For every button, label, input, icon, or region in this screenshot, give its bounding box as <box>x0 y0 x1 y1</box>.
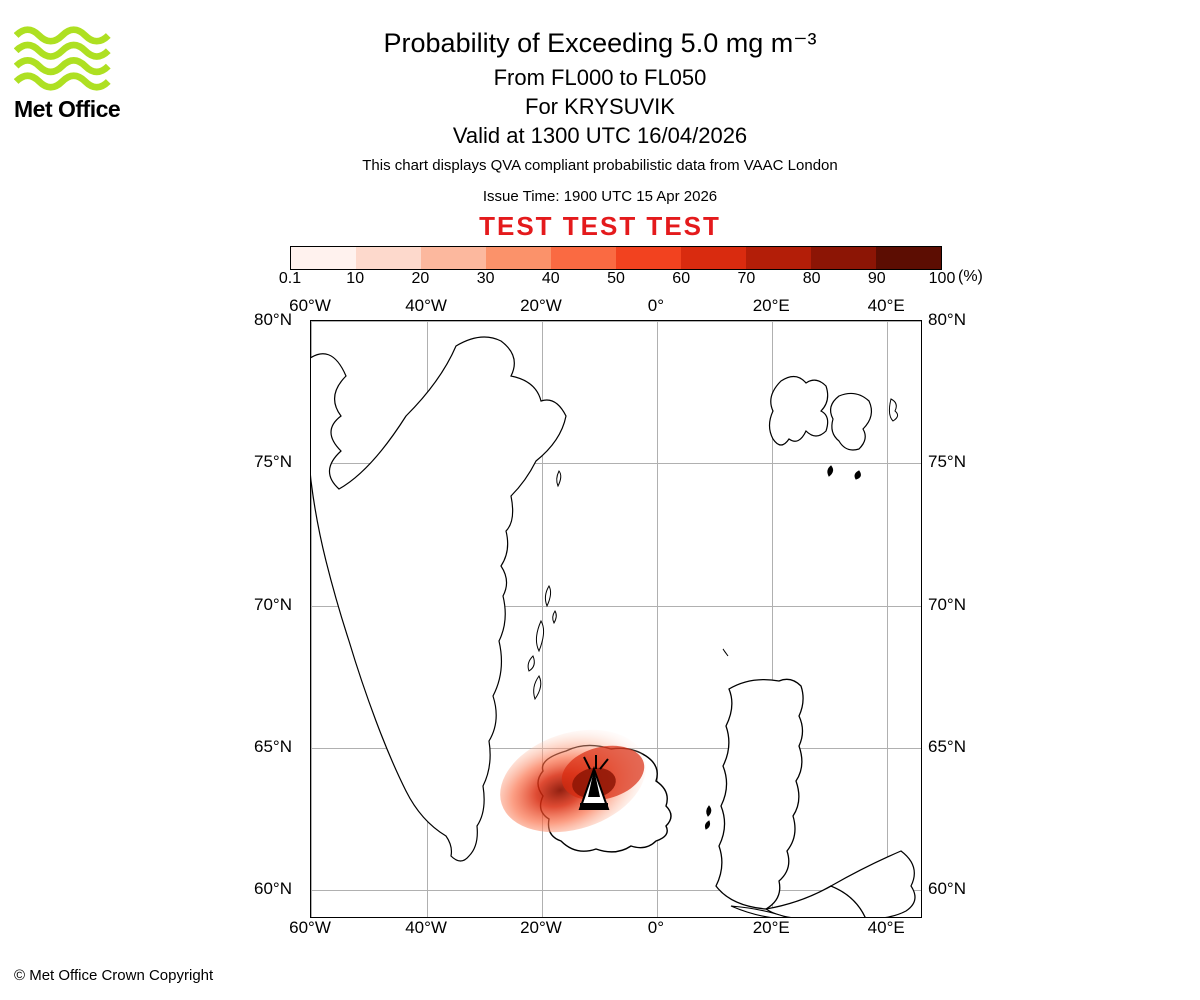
latitude-tick-label-left: 80°N <box>0 310 300 330</box>
lon-axis-top: 60°W 40°W 20°W 0° 20°E 40°E <box>310 296 922 318</box>
longitude-tick-label: 40°E <box>868 918 905 938</box>
ash-probability-plume <box>311 321 922 918</box>
colorbar-tick-label: 60 <box>672 270 690 288</box>
colorbar-tick-label: 20 <box>411 270 429 288</box>
colorbar-segment <box>486 247 551 269</box>
colorbar-segment <box>356 247 421 269</box>
chart-page: Met Office Probability of Exceeding 5.0 … <box>0 0 1200 1000</box>
lat-axis-right: 80°N 75°N 70°N 65°N 60°N <box>922 320 1200 918</box>
chart-subtitle-line3: Valid at 1300 UTC 16/04/2026 <box>0 121 1200 150</box>
qva-note: This chart displays QVA compliant probab… <box>0 157 1200 174</box>
latitude-tick-label-left: 70°N <box>0 595 300 615</box>
test-banner: TEST TEST TEST <box>0 211 1200 242</box>
latitude-tick-label-right: 65°N <box>928 737 966 757</box>
colorbar-segment <box>551 247 616 269</box>
colorbar-tick-label: 0.1 <box>279 270 301 288</box>
colorbar-tick-label: 50 <box>607 270 625 288</box>
longitude-tick-label: 20°E <box>753 918 790 938</box>
latitude-tick-label-left: 75°N <box>0 452 300 472</box>
longitude-tick-label: 40°E <box>868 296 905 316</box>
colorbar-segment <box>811 247 876 269</box>
colorbar-tick-label: 90 <box>868 270 886 288</box>
colorbar-segment <box>681 247 746 269</box>
map-panel[interactable] <box>310 320 922 918</box>
footer-copyright: © Met Office Crown Copyright <box>14 967 213 984</box>
chart-subtitle-line2: For KRYSUVIK <box>0 92 1200 121</box>
colorbar-tick-label: 40 <box>542 270 560 288</box>
colorbar-segment <box>421 247 486 269</box>
latitude-tick-label-right: 60°N <box>928 879 966 899</box>
colorbar-tick-label: 100 <box>929 270 956 288</box>
latitude-tick-label-right: 70°N <box>928 595 966 615</box>
longitude-tick-label: 40°W <box>405 918 447 938</box>
longitude-tick-label: 60°W <box>289 918 331 938</box>
colorbar-segment <box>616 247 681 269</box>
colorbar-segment <box>876 247 941 269</box>
chart-subtitle-line1: From FL000 to FL050 <box>0 63 1200 92</box>
colorbar-wrap <box>290 246 942 270</box>
latitude-tick-label-left: 60°N <box>0 879 300 899</box>
colorbar-segment <box>291 247 356 269</box>
longitude-tick-label: 0° <box>648 296 664 316</box>
longitude-tick-label: 40°W <box>405 296 447 316</box>
colorbar-segment <box>746 247 811 269</box>
colorbar-tick-label: 10 <box>346 270 364 288</box>
colorbar-ticks: 0.1 10 20 30 40 50 60 70 80 90 100 <box>290 270 942 296</box>
longitude-tick-label: 20°W <box>520 918 562 938</box>
colorbar-tick-label: 80 <box>803 270 821 288</box>
colorbar-unit-label: (%) <box>958 268 983 286</box>
note-block: This chart displays QVA compliant probab… <box>0 157 1200 242</box>
latitude-tick-label-right: 80°N <box>928 310 966 330</box>
header-block: Probability of Exceeding 5.0 mg m⁻³ From… <box>0 28 1200 150</box>
probability-colorbar <box>290 246 942 270</box>
longitude-tick-label: 0° <box>648 918 664 938</box>
issue-time-note: Issue Time: 1900 UTC 15 Apr 2026 <box>0 188 1200 205</box>
latitude-tick-label-right: 75°N <box>928 452 966 472</box>
colorbar-tick-label: 30 <box>477 270 495 288</box>
chart-title: Probability of Exceeding 5.0 mg m⁻³ <box>0 28 1200 59</box>
lat-axis-left: 80°N 75°N 70°N 65°N 60°N <box>0 320 300 918</box>
longitude-tick-label: 20°W <box>520 296 562 316</box>
colorbar-tick-label: 70 <box>737 270 755 288</box>
longitude-tick-label: 20°E <box>753 296 790 316</box>
latitude-tick-label-left: 65°N <box>0 737 300 757</box>
lon-axis-bottom: 60°W 40°W 20°W 0° 20°E 40°E <box>310 918 922 940</box>
